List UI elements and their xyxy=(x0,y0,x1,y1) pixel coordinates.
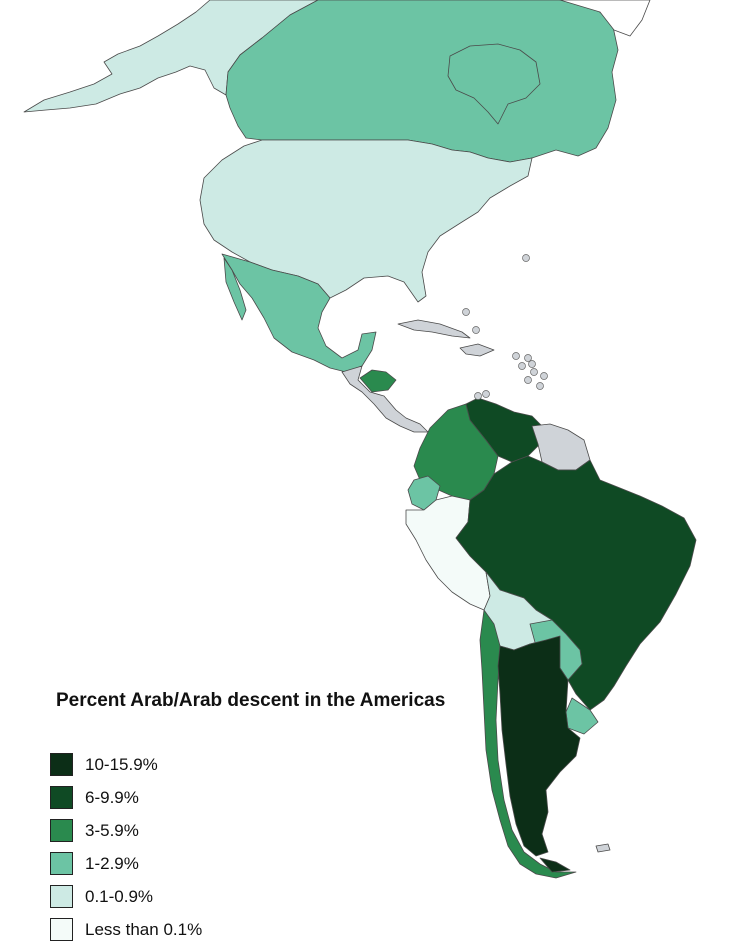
legend-item: 1-2.9% xyxy=(50,847,202,880)
island-dot xyxy=(462,308,470,316)
region-hispaniola xyxy=(459,343,495,357)
legend-swatch xyxy=(50,753,73,776)
region-mexico xyxy=(221,253,377,373)
island-dot xyxy=(524,354,532,362)
island-dot xyxy=(512,352,520,360)
island-dot xyxy=(528,360,536,368)
legend: 10-15.9% 6-9.9% 3-5.9% 1-2.9% 0.1-0.9% Less t… xyxy=(50,748,202,946)
island-dot xyxy=(518,362,526,370)
region-honduras xyxy=(359,369,397,393)
island-dot xyxy=(536,382,544,390)
legend-swatch xyxy=(50,885,73,908)
region-chile xyxy=(479,609,577,879)
legend-swatch xyxy=(50,786,73,809)
legend-label: 6-9.9% xyxy=(85,787,139,807)
region-central-america xyxy=(341,365,429,433)
island-dot xyxy=(472,326,480,334)
legend-swatch xyxy=(50,918,73,941)
legend-label: 10-15.9% xyxy=(85,754,158,774)
legend-label: 3-5.9% xyxy=(85,820,139,840)
legend-title: Percent Arab/Arab descent in the America… xyxy=(56,690,446,711)
legend-swatch xyxy=(50,819,73,842)
caribbean-islands xyxy=(462,254,548,400)
island-dot xyxy=(524,376,532,384)
legend-item: 0.1-0.9% xyxy=(50,880,202,913)
island-dot xyxy=(482,390,490,398)
region-baja xyxy=(223,257,247,321)
legend-item: 6-9.9% xyxy=(50,781,202,814)
island-dot xyxy=(530,368,538,376)
region-tierra-del-fuego xyxy=(539,857,571,873)
legend-label: 1-2.9% xyxy=(85,853,139,873)
region-cuba xyxy=(397,319,471,339)
legend-item: 10-15.9% xyxy=(50,748,202,781)
legend-item: Less than 0.1% xyxy=(50,913,202,946)
island-dot xyxy=(540,372,548,380)
legend-label: 0.1-0.9% xyxy=(85,886,154,906)
island-dot xyxy=(522,254,530,262)
legend-swatch xyxy=(50,852,73,875)
island-dot xyxy=(474,392,482,400)
region-greenland xyxy=(559,0,651,37)
region-argentina xyxy=(497,635,581,857)
region-united-states xyxy=(199,139,533,303)
legend-label: Less than 0.1% xyxy=(85,919,203,939)
legend-item: 3-5.9% xyxy=(50,814,202,847)
region-canada xyxy=(225,0,619,163)
region-falklands xyxy=(595,843,611,853)
